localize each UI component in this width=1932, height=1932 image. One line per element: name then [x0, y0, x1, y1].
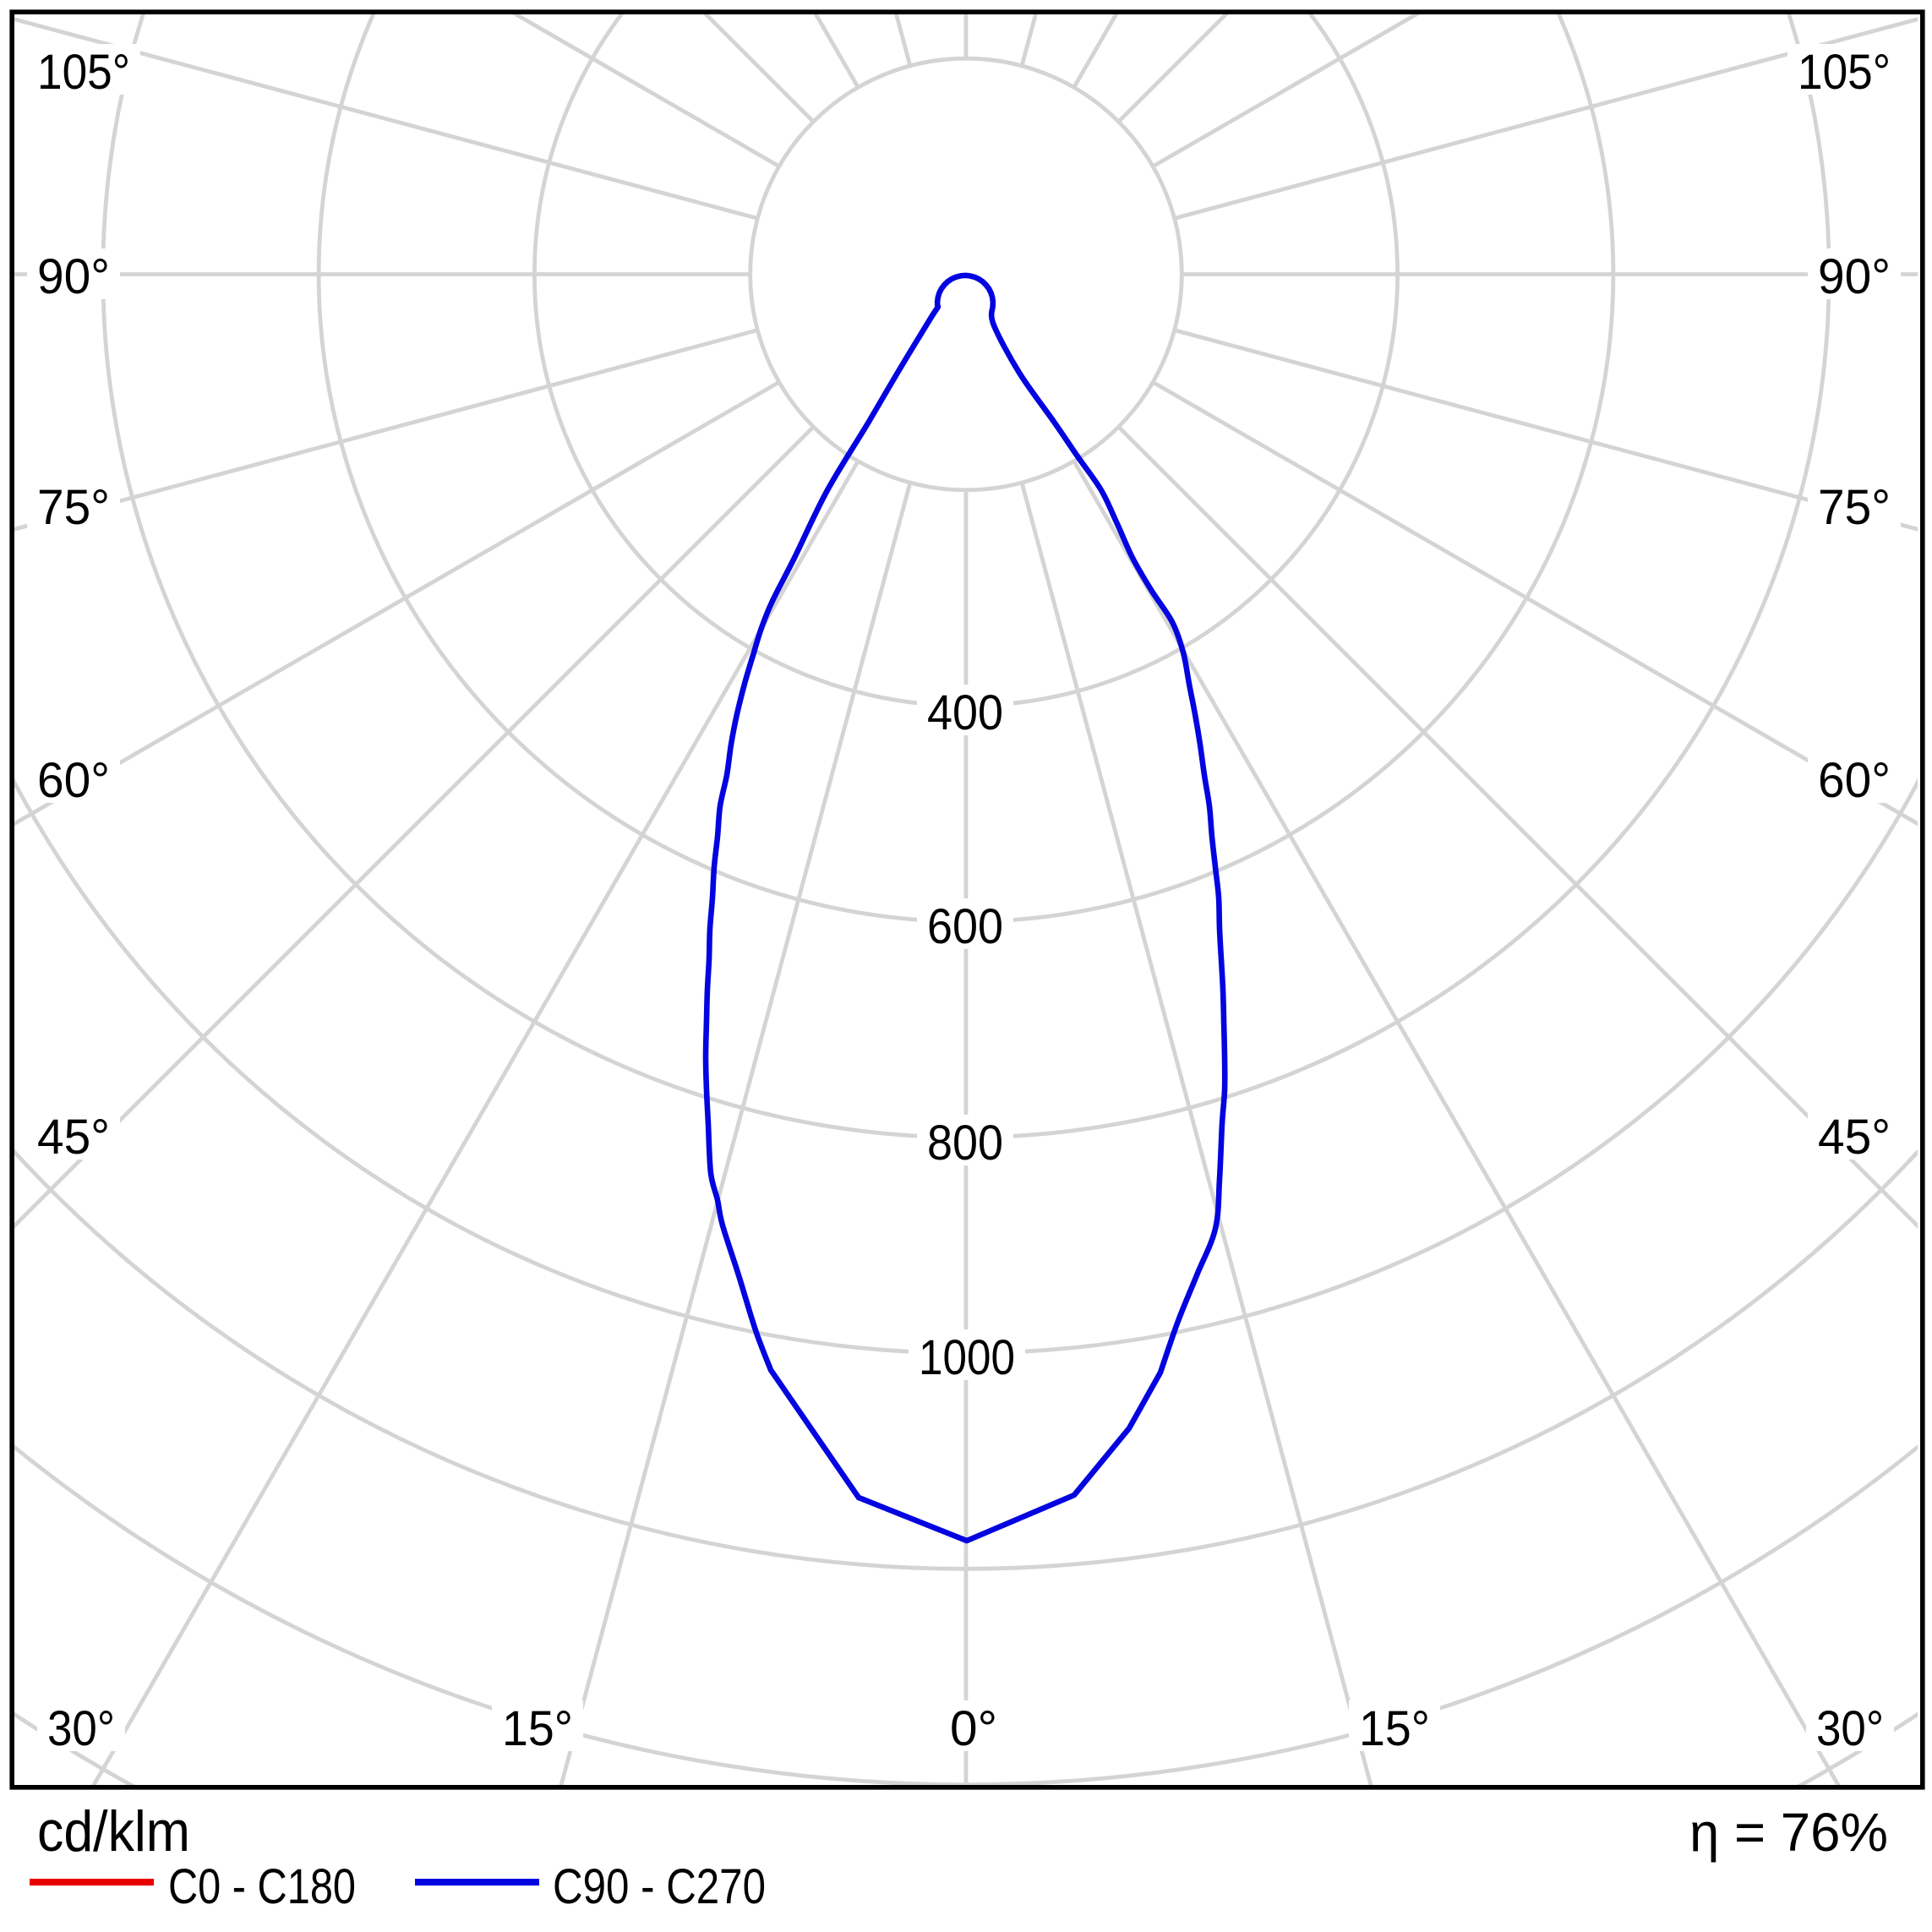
svg-text:15°: 15°: [1359, 1701, 1430, 1756]
svg-text:105°: 105°: [37, 45, 130, 100]
svg-text:15°: 15°: [502, 1701, 573, 1756]
svg-text:90°: 90°: [1818, 249, 1891, 304]
svg-text:cd/klm: cd/klm: [37, 1799, 190, 1864]
svg-text:105°: 105°: [1798, 45, 1891, 100]
svg-text:60°: 60°: [1818, 753, 1891, 808]
svg-text:1000: 1000: [919, 1330, 1015, 1385]
svg-text:400: 400: [927, 685, 1003, 740]
svg-text:600: 600: [927, 899, 1003, 954]
svg-text:45°: 45°: [1818, 1110, 1891, 1165]
svg-text:75°: 75°: [37, 480, 110, 535]
svg-text:45°: 45°: [37, 1110, 110, 1165]
svg-text:90°: 90°: [37, 249, 110, 304]
svg-text:C0 - C180: C0 - C180: [168, 1859, 356, 1914]
svg-text:75°: 75°: [1818, 480, 1891, 535]
svg-text:30°: 30°: [1816, 1701, 1884, 1756]
svg-text:60°: 60°: [37, 753, 110, 808]
svg-text:C90 - C270: C90 - C270: [553, 1859, 766, 1914]
svg-text:30°: 30°: [47, 1701, 115, 1756]
svg-text:800: 800: [927, 1116, 1003, 1171]
svg-text:0°: 0°: [950, 1701, 997, 1756]
svg-text:η = 76%: η = 76%: [1689, 1802, 1888, 1863]
